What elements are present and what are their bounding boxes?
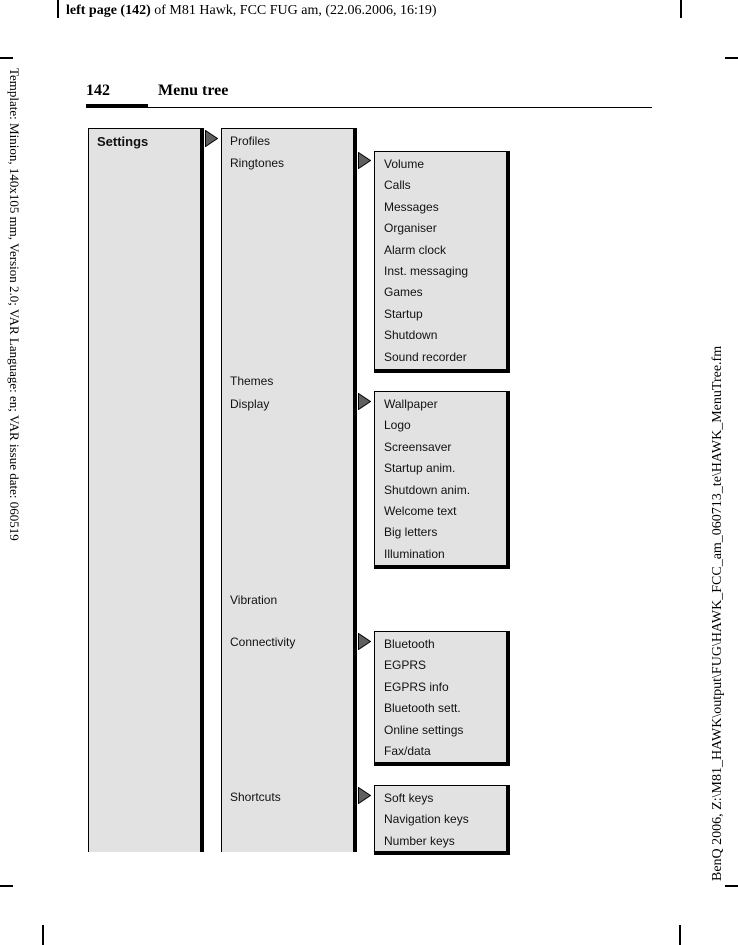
arrow-display-icon <box>358 393 371 410</box>
menu-root-label: Settings <box>97 134 149 149</box>
menu-item-ringtones: Ringtones <box>230 156 285 170</box>
page-title: Menu tree <box>158 82 229 99</box>
right-margin-note: BenQ 2006, Z:\M81_HAWK\output\FUG\HAWK_F… <box>710 345 725 881</box>
submenu-item: EGPRS <box>384 658 427 673</box>
submenu-item: Games <box>384 285 423 300</box>
crop-mark-top-left <box>57 0 59 18</box>
submenu-connectivity-box: Bluetooth EGPRS EGPRS info Bluetooth set… <box>374 631 510 766</box>
arrow-shortcuts-icon <box>358 787 371 804</box>
submenu-item: Logo <box>384 418 411 433</box>
submenu-item: Illumination <box>384 546 445 561</box>
crop-mark-left-lower <box>0 885 13 887</box>
heading-rule <box>86 107 652 108</box>
submenu-item: Startup <box>384 306 423 321</box>
submenu-item: Navigation keys <box>384 812 469 827</box>
submenu-item: Bluetooth <box>384 637 435 651</box>
menu-item-profiles: Profiles <box>230 134 271 148</box>
submenu-item: Online settings <box>384 722 464 737</box>
menu-item-shortcuts: Shortcuts <box>230 790 281 804</box>
running-header: left page (142) of M81 Hawk, FCC FUG am,… <box>66 2 437 20</box>
submenu-item: Shutdown <box>384 328 438 343</box>
menu-item-themes: Themes <box>230 374 274 388</box>
menu-root-box: Settings <box>88 128 204 852</box>
heading-rule-accent <box>86 104 148 108</box>
submenu-item: Shutdown anim. <box>384 482 471 497</box>
submenu-item: Big letters <box>384 525 438 540</box>
submenu-item: Screensaver <box>384 439 452 454</box>
submenu-item: Messages <box>384 199 439 214</box>
menu-item-display: Display <box>230 397 270 411</box>
submenu-item: Wallpaper <box>384 397 438 411</box>
submenu-ringtones-box: Volume Calls Messages Organiser Alarm cl… <box>374 151 510 373</box>
submenu-item: Sound recorder <box>384 349 467 364</box>
arrow-root-to-level2-icon <box>205 130 218 147</box>
submenu-item: Fax/data <box>384 744 431 759</box>
submenu-display-box: Wallpaper Logo Screensaver Startup anim.… <box>374 391 510 569</box>
submenu-item: Inst. messaging <box>384 264 469 279</box>
submenu-item: Startup anim. <box>384 461 456 476</box>
crop-mark-bottom-right <box>679 925 681 945</box>
left-margin-note: Template: Minion, 140x105 mm, Version 2.… <box>7 68 22 541</box>
page-number: 142 <box>86 82 110 99</box>
submenu-item: Organiser <box>384 221 437 236</box>
submenu-item: Welcome text <box>384 504 457 519</box>
running-header-doc-info: of M81 Hawk, FCC FUG am, (22.06.2006, 16… <box>150 3 437 18</box>
crop-mark-right-upper <box>725 57 738 59</box>
crop-mark-left-upper <box>0 57 13 59</box>
menu-item-connectivity: Connectivity <box>230 635 296 649</box>
submenu-item: Soft keys <box>384 791 434 805</box>
menu-level2-box: Profiles Ringtones Themes Display Vibrat… <box>221 128 357 852</box>
submenu-item: Alarm clock <box>384 242 447 257</box>
crop-mark-bottom-left <box>42 925 44 945</box>
crop-mark-top-right <box>680 0 682 18</box>
submenu-item: Bluetooth sett. <box>384 701 461 716</box>
running-header-page-ref: left page (142) <box>66 3 151 18</box>
submenu-item: Number keys <box>384 833 455 848</box>
submenu-shortcuts-box: Soft keys Navigation keys Number keys <box>374 785 510 855</box>
submenu-item: EGPRS info <box>384 679 449 694</box>
crop-mark-right-lower <box>725 885 738 887</box>
menu-item-vibration: Vibration <box>230 593 278 607</box>
submenu-item: Calls <box>384 178 411 193</box>
arrow-ringtones-icon <box>358 152 371 169</box>
arrow-connectivity-icon <box>358 633 371 650</box>
submenu-item: Volume <box>384 157 425 171</box>
